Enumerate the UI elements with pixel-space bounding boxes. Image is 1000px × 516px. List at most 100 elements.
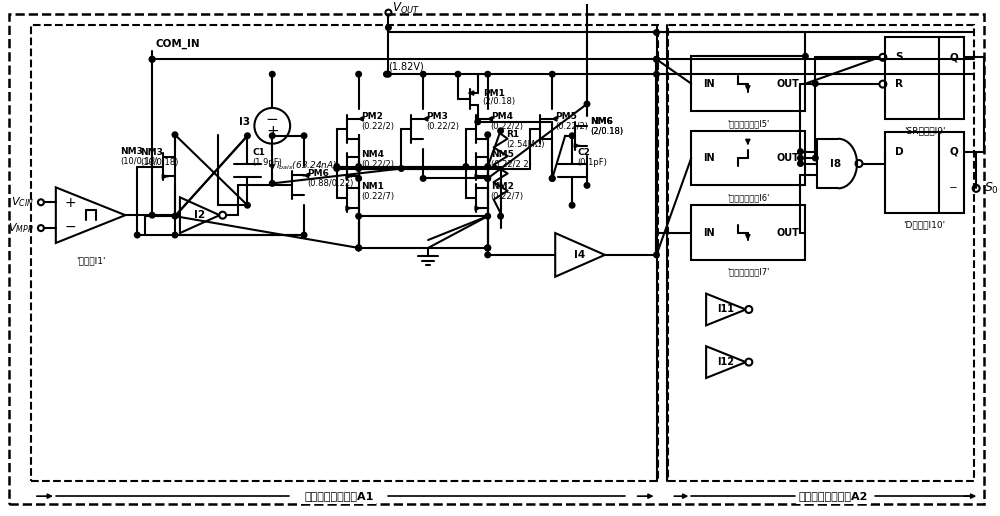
Circle shape: [269, 71, 275, 77]
Text: D: D: [895, 147, 903, 157]
Circle shape: [798, 155, 803, 161]
Text: (10/0.18): (10/0.18): [140, 158, 179, 167]
Text: '下降沿检测器I5': '下降沿检测器I5': [727, 119, 769, 128]
Circle shape: [654, 57, 659, 62]
Circle shape: [654, 30, 659, 35]
Circle shape: [475, 119, 481, 125]
Circle shape: [549, 175, 555, 181]
Text: +: +: [266, 124, 279, 139]
Text: $S_0$: $S_0$: [984, 181, 999, 196]
Text: Q: Q: [949, 147, 958, 157]
Circle shape: [485, 245, 490, 251]
Text: (0.1pF): (0.1pF): [577, 158, 607, 167]
Circle shape: [269, 133, 275, 138]
Text: I3: I3: [239, 117, 250, 127]
Circle shape: [569, 133, 575, 138]
Circle shape: [172, 214, 178, 219]
Text: I4: I4: [574, 250, 586, 260]
Circle shape: [584, 183, 590, 188]
Text: PM3: PM3: [426, 112, 448, 121]
Circle shape: [356, 164, 361, 169]
Text: OUT: OUT: [776, 78, 799, 89]
Text: +: +: [65, 196, 77, 210]
Circle shape: [420, 71, 426, 77]
Text: R1: R1: [507, 130, 520, 139]
Text: 开关延时生成电路A1: 开关延时生成电路A1: [304, 491, 373, 501]
Text: −: −: [266, 112, 279, 127]
Text: NM4: NM4: [362, 150, 385, 159]
Circle shape: [334, 166, 340, 171]
Text: −: −: [65, 220, 77, 234]
Circle shape: [356, 214, 361, 219]
Text: '比较器I1': '比较器I1': [76, 256, 105, 265]
Circle shape: [798, 161, 803, 166]
Circle shape: [549, 71, 555, 77]
Text: NM5: NM5: [491, 150, 514, 159]
Circle shape: [498, 128, 503, 134]
Circle shape: [485, 214, 490, 219]
Circle shape: [301, 232, 307, 238]
Text: (0.22/7): (0.22/7): [491, 192, 524, 201]
Circle shape: [149, 213, 155, 218]
Bar: [691, 205, 805, 260]
Circle shape: [485, 245, 490, 251]
Text: $V_{CIN}$: $V_{CIN}$: [11, 196, 34, 209]
Circle shape: [654, 252, 659, 257]
Circle shape: [356, 71, 361, 77]
Text: '上升沿检测器I6': '上升沿检测器I6': [727, 194, 770, 202]
Text: PM5: PM5: [555, 112, 577, 121]
Text: C1: C1: [252, 148, 265, 157]
Text: (0.22/2): (0.22/2): [362, 122, 395, 131]
Text: $V_{OUT}$: $V_{OUT}$: [392, 1, 421, 16]
Text: I11: I11: [717, 304, 734, 314]
Circle shape: [245, 133, 250, 138]
Text: 'D触发器I10': 'D触发器I10': [903, 220, 946, 229]
Circle shape: [149, 57, 155, 62]
Text: NM6: NM6: [590, 117, 613, 126]
Circle shape: [584, 101, 590, 107]
Circle shape: [485, 71, 490, 77]
Text: −: −: [949, 183, 958, 194]
Text: (0.22/2): (0.22/2): [555, 122, 588, 131]
Circle shape: [803, 54, 808, 59]
Text: $V_{MPP}$: $V_{MPP}$: [8, 221, 34, 235]
Text: NM6: NM6: [590, 117, 613, 126]
Circle shape: [654, 57, 659, 62]
Circle shape: [813, 81, 818, 86]
Text: (1.9pF): (1.9pF): [252, 158, 282, 167]
Text: IN: IN: [703, 78, 715, 89]
Text: (2/0.18): (2/0.18): [590, 127, 623, 136]
Circle shape: [569, 202, 575, 208]
Bar: [885, 132, 964, 213]
Circle shape: [420, 175, 426, 181]
Text: (1.82V): (1.82V): [388, 61, 424, 71]
Text: $I_{bais}$(63.24nA): $I_{bais}$(63.24nA): [276, 159, 338, 172]
Text: (0.88/0.22): (0.88/0.22): [307, 179, 353, 188]
Text: (2/0.18): (2/0.18): [483, 98, 516, 106]
Circle shape: [356, 166, 361, 171]
Circle shape: [269, 181, 275, 186]
Circle shape: [245, 202, 250, 208]
Text: (10/0.18): (10/0.18): [120, 157, 159, 166]
Bar: [691, 131, 805, 185]
Circle shape: [386, 25, 391, 30]
Text: (2.54MΩ): (2.54MΩ): [507, 140, 545, 149]
Text: (0.22/2): (0.22/2): [491, 122, 524, 131]
Text: C2: C2: [577, 148, 590, 157]
Text: OUT: OUT: [776, 228, 799, 237]
Circle shape: [485, 175, 490, 181]
Circle shape: [654, 71, 659, 77]
Circle shape: [149, 57, 155, 62]
Circle shape: [813, 155, 818, 161]
Circle shape: [356, 245, 361, 251]
Text: IN: IN: [703, 153, 715, 163]
Text: NM3: NM3: [140, 148, 163, 157]
Text: PM4: PM4: [491, 112, 513, 121]
Circle shape: [334, 164, 340, 169]
Text: '下降沿检测器I7': '下降沿检测器I7': [727, 268, 770, 277]
Circle shape: [134, 232, 140, 238]
Circle shape: [463, 164, 469, 169]
Circle shape: [399, 166, 404, 171]
Text: I2: I2: [194, 210, 205, 220]
Circle shape: [485, 132, 490, 138]
